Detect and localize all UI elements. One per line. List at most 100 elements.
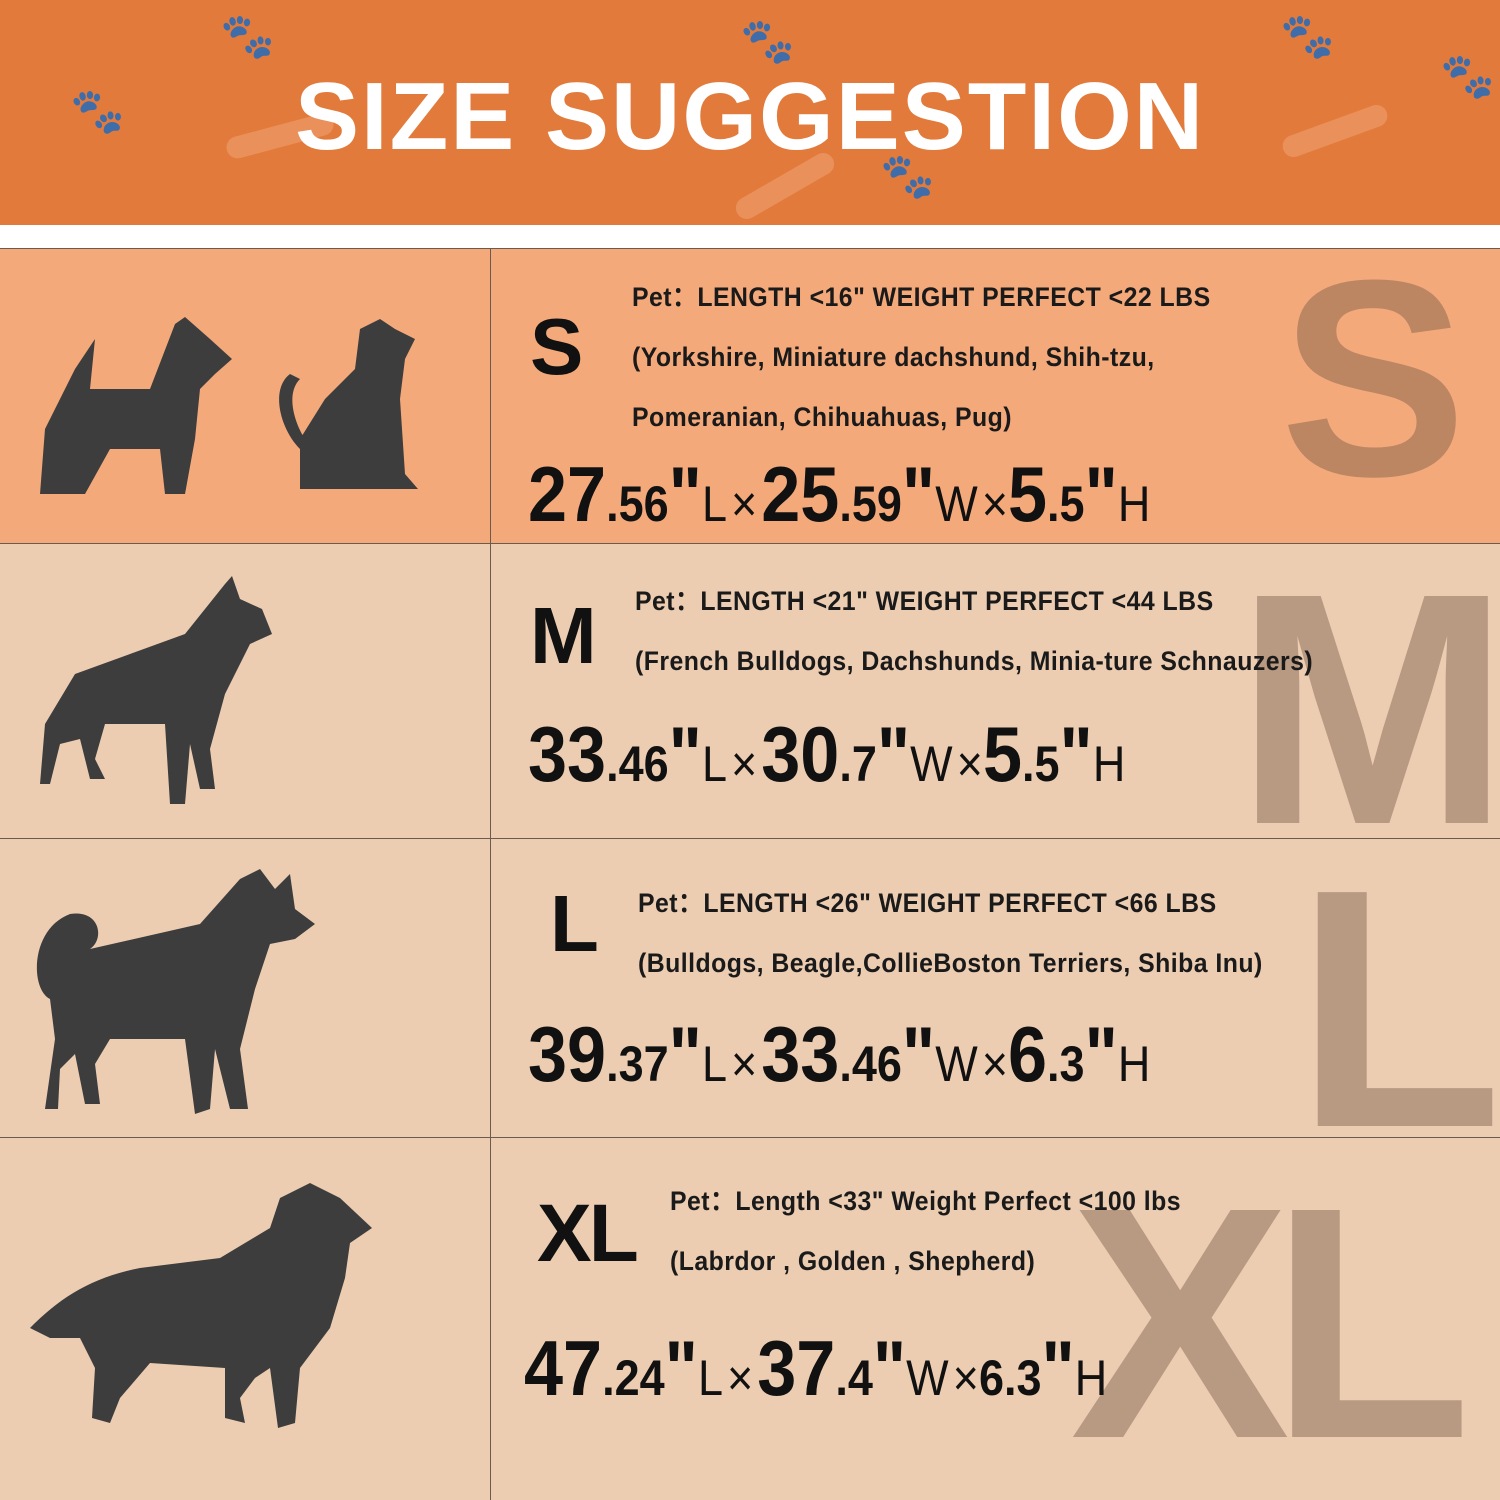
inch-mark: " [901, 450, 936, 538]
width-int: 25 [761, 450, 840, 538]
paw-icon: 🐾 [880, 152, 935, 201]
inch-mark: " [1059, 710, 1093, 798]
length-dec: .37 [606, 1036, 669, 1092]
inch-mark: " [664, 1324, 698, 1412]
width-dec: .59 [839, 476, 902, 532]
length-int: 33 [528, 710, 607, 798]
length-dec: .46 [606, 736, 669, 792]
length-int: 27 [528, 450, 607, 538]
times: × [956, 736, 983, 792]
breed-line: (Labrdor , Golden , Shepherd) [670, 1246, 1036, 1276]
pet-length-weight: Pet：LENGTH <21" WEIGHT PERFECT <44 LBS [635, 586, 1214, 616]
pet-picture [0, 544, 491, 838]
pet-length-weight: Pet：Length <33" Weight Perfect <100 lbs [670, 1186, 1182, 1216]
dimensions: 47.24"L × 37.4"W ×6.3"H [524, 1323, 1107, 1414]
watermark-letter: S [1280, 248, 1467, 535]
width-int: 33 [761, 1010, 840, 1098]
height-dec: .3 [1047, 1036, 1085, 1092]
dimensions: 33.46"L × 30.7"W ×5.5"H [528, 709, 1125, 800]
pet-length-weight: Pet：LENGTH <26" WEIGHT PERFECT <66 LBS [638, 888, 1217, 918]
width-int: 30 [761, 710, 840, 798]
inch-mark: " [668, 1010, 702, 1098]
inch-mark: " [1084, 450, 1118, 538]
length-dec: .24 [602, 1350, 665, 1406]
times: × [726, 1350, 754, 1406]
pet-picture [0, 1138, 491, 1500]
cat-silhouette-icon [279, 319, 418, 489]
paw-icon: 🐾 [1440, 52, 1495, 101]
dog-silhouette-icon [30, 1183, 372, 1428]
width-dec: .4 [835, 1350, 873, 1406]
inch-mark: " [668, 450, 702, 538]
paw-icon: 🐾 [70, 87, 125, 136]
pet-info: Pet：LENGTH <26" WEIGHT PERFECT <66 LBS (… [638, 873, 1263, 993]
size-row-xl: XL XL Pet：Length <33" Weight Perfect <10… [0, 1137, 1500, 1500]
paw-icon: 🐾 [740, 17, 795, 66]
pet-info: Pet：LENGTH <16" WEIGHT PERFECT <22 LBS (… [632, 267, 1211, 447]
inch-mark: " [1041, 1324, 1075, 1412]
inch-mark: " [872, 1324, 907, 1412]
unit-l: L [701, 1036, 727, 1092]
inch-mark: " [876, 710, 911, 798]
pet-info: Pet：Length <33" Weight Perfect <100 lbs … [670, 1171, 1181, 1291]
pet-info: Pet：LENGTH <21" WEIGHT PERFECT <44 LBS (… [635, 571, 1313, 691]
times: × [730, 1036, 758, 1092]
unit-h: H [1117, 476, 1151, 532]
pet-picture [0, 249, 491, 543]
length-int: 47 [524, 1324, 603, 1412]
unit-h: H [1074, 1350, 1108, 1406]
size-label: S [530, 302, 584, 391]
times: × [730, 476, 758, 532]
size-label: L [550, 879, 599, 968]
height-int: 5 [982, 710, 1023, 798]
inch-mark: " [901, 1010, 936, 1098]
dog-silhouette-icon [40, 317, 232, 494]
breed-line: (French Bulldogs, Dachshunds, Minia-ture… [635, 646, 1314, 676]
dog-silhouette-icon [40, 576, 272, 804]
unit-h: H [1092, 736, 1126, 792]
dimensions: 27.56"L × 25.59"W ×5.5"H [528, 449, 1150, 540]
width-dec: .46 [839, 1036, 902, 1092]
times: × [730, 736, 758, 792]
watermark-letter: XL [1070, 1138, 1472, 1500]
unit-w: W [910, 736, 953, 792]
size-row-s: S S Pet：LENGTH <16" WEIGHT PERFECT <22 L… [0, 248, 1500, 543]
header-banner: 🐾 🐾 🐾 🐾 🐾 🐾 SIZE SUGGESTION [0, 0, 1500, 225]
size-row-l: L L Pet：LENGTH <26" WEIGHT PERFECT <66 L… [0, 838, 1500, 1137]
inch-mark: " [668, 710, 702, 798]
height-dec: .5 [1022, 736, 1060, 792]
times: × [981, 476, 1008, 532]
pet-picture [0, 839, 491, 1137]
watermark-letter: M [1235, 543, 1500, 838]
unit-w: W [935, 1036, 978, 1092]
unit-w: W [935, 476, 978, 532]
height-int: 6 [1007, 1010, 1048, 1098]
inch-mark: " [1084, 1010, 1118, 1098]
height-value: 6.3 [978, 1350, 1042, 1406]
times: × [981, 1036, 1008, 1092]
unit-h: H [1117, 1036, 1151, 1092]
size-row-m: M M Pet：LENGTH <21" WEIGHT PERFECT <44 L… [0, 543, 1500, 838]
pet-length-weight: Pet：LENGTH <16" WEIGHT PERFECT <22 LBS [632, 282, 1211, 312]
paw-icon: 🐾 [220, 12, 275, 61]
height-int: 5 [1007, 450, 1048, 538]
width-int: 37 [757, 1324, 836, 1412]
breed-line: (Bulldogs, Beagle,CollieBoston Terriers,… [638, 948, 1263, 978]
dimensions: 39.37"L × 33.46"W ×6.3"H [528, 1009, 1150, 1100]
watermark-letter: L [1295, 838, 1500, 1137]
unit-l: L [697, 1350, 723, 1406]
length-dec: .56 [606, 476, 669, 532]
size-label: M [530, 591, 597, 680]
breed-line: Pomeranian, Chihuahuas, Pug) [632, 402, 1013, 432]
unit-l: L [701, 736, 727, 792]
dog-silhouette-icon [36, 869, 315, 1114]
length-int: 39 [528, 1010, 607, 1098]
page-title: SIZE SUGGESTION [294, 63, 1206, 170]
unit-l: L [701, 476, 727, 532]
size-label: XL [537, 1188, 639, 1279]
times: × [952, 1350, 979, 1406]
unit-w: W [906, 1350, 949, 1406]
width-dec: .7 [839, 736, 877, 792]
height-dec: .5 [1047, 476, 1085, 532]
paw-icon: 🐾 [1280, 12, 1335, 61]
